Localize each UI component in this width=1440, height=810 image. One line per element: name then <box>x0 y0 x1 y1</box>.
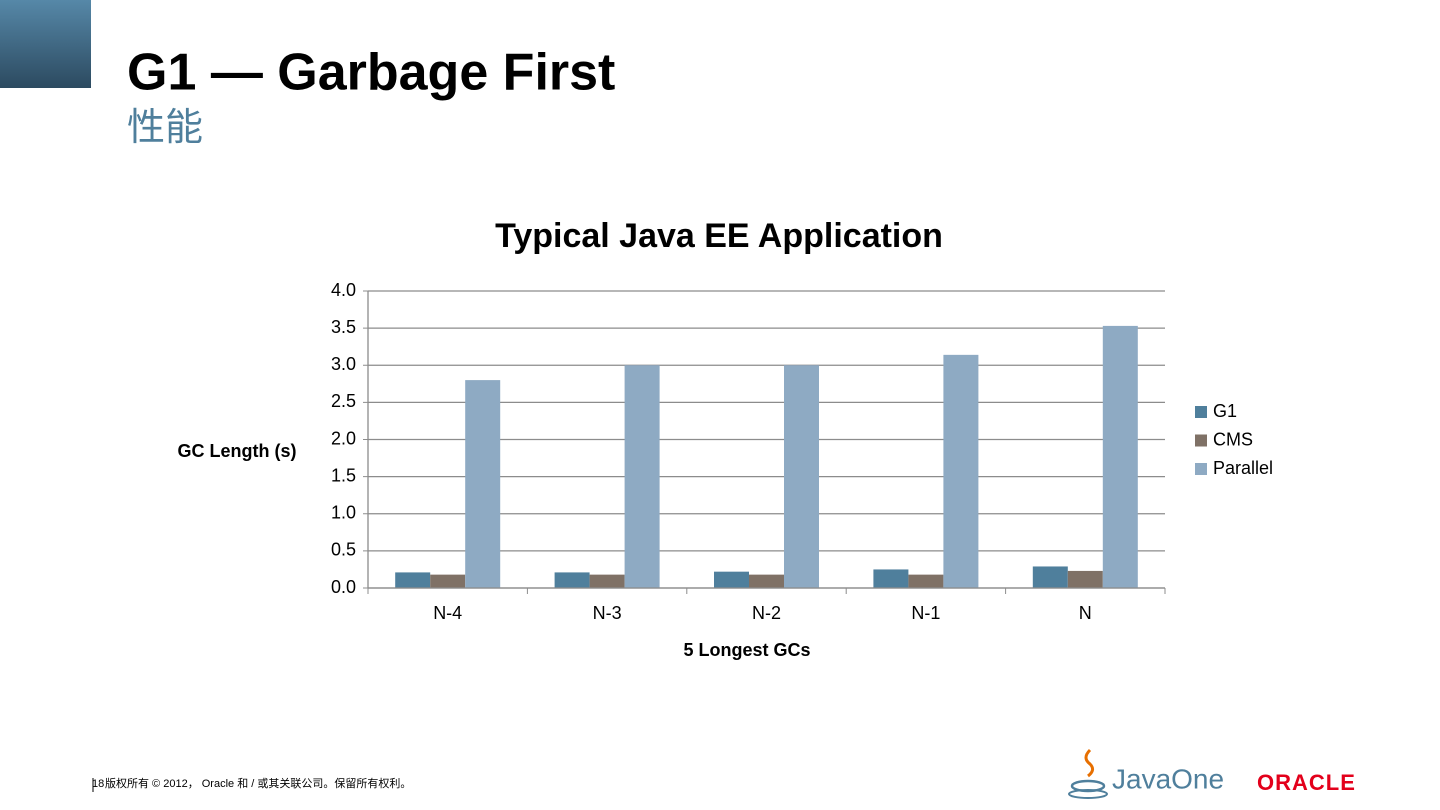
y-tick-label: 0.0 <box>331 577 356 597</box>
java-cup <box>1068 748 1108 799</box>
y-axis-label: GC Length (s) <box>178 441 297 461</box>
bar <box>1032 566 1068 588</box>
legend-swatch <box>1195 463 1207 475</box>
oracle-logo: ORACLE <box>1257 770 1356 795</box>
x-tick-label: N-2 <box>752 603 781 623</box>
bar <box>1067 570 1103 588</box>
bar <box>1102 325 1138 588</box>
bar <box>908 574 944 588</box>
slide-title: G1 — Garbage First <box>127 44 615 102</box>
y-tick-label: 1.0 <box>331 503 356 523</box>
bar <box>624 365 660 588</box>
bar <box>430 574 466 588</box>
corner-square <box>0 0 91 88</box>
y-tick-label: 3.0 <box>331 354 356 374</box>
bar <box>749 574 784 588</box>
y-tick-label: 0.5 <box>331 540 356 560</box>
legend-swatch <box>1195 406 1207 418</box>
javaone-logo: JavaOne <box>1112 763 1224 794</box>
bar <box>395 572 431 588</box>
legend-swatch <box>1195 434 1207 447</box>
x-tick-label: N-4 <box>433 603 462 623</box>
footer: 版权所有 © 2012， Oracle 和 / 或其关联公司。保留所有权利。 <box>105 776 411 790</box>
y-tick-label: 2.0 <box>331 428 356 448</box>
y-tick-label: 4.0 <box>331 280 356 300</box>
bar <box>943 354 979 588</box>
bar <box>784 365 819 588</box>
x-tick-label: N-1 <box>911 603 940 623</box>
bar <box>714 571 749 588</box>
page-number: 18 <box>92 778 104 790</box>
x-tick-label: N-3 <box>593 603 622 623</box>
bar <box>873 569 909 588</box>
bar <box>589 574 625 588</box>
bar <box>465 380 501 588</box>
y-tick-label: 3.5 <box>331 317 356 337</box>
bar <box>554 572 590 588</box>
x-tick-label: N <box>1079 603 1092 623</box>
chart-title: Typical Java EE Application <box>495 217 943 255</box>
x-axis-label: 5 Longest GCs <box>683 640 810 660</box>
legend-label: Parallel <box>1213 458 1273 478</box>
slide-subtitle: 性能 <box>127 107 203 149</box>
y-tick-label: 1.5 <box>331 465 356 485</box>
legend-label: CMS <box>1213 429 1253 449</box>
y-tick-label: 2.5 <box>331 391 356 411</box>
legend-label: G1 <box>1213 401 1237 421</box>
